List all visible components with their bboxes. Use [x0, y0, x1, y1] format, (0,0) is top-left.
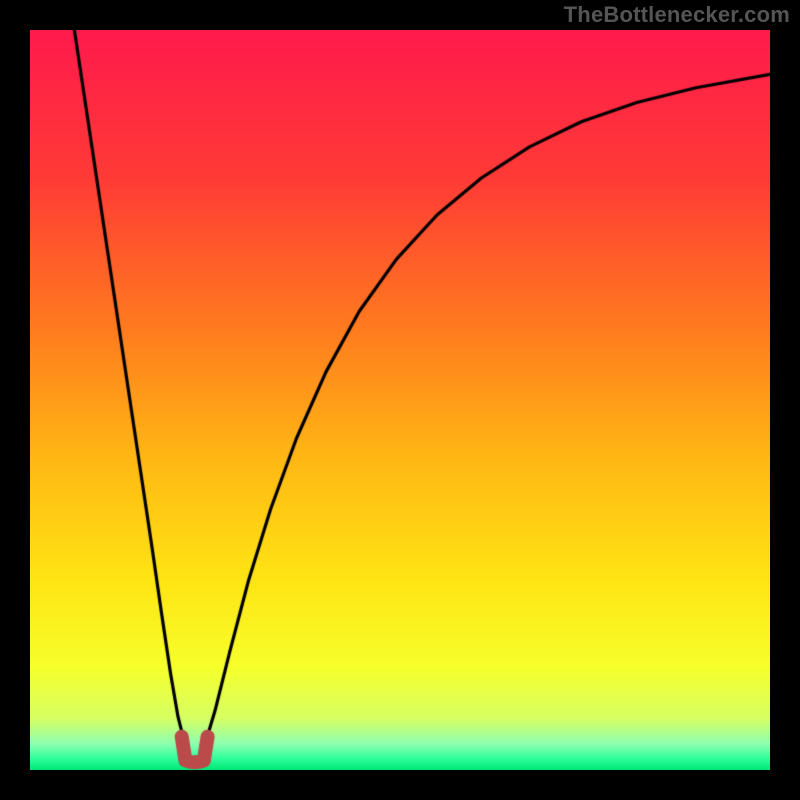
plot-canvas — [30, 30, 770, 770]
stage: TheBottlenecker.com — [0, 0, 800, 800]
plot-frame — [30, 30, 770, 770]
watermark-text: TheBottlenecker.com — [564, 2, 790, 28]
